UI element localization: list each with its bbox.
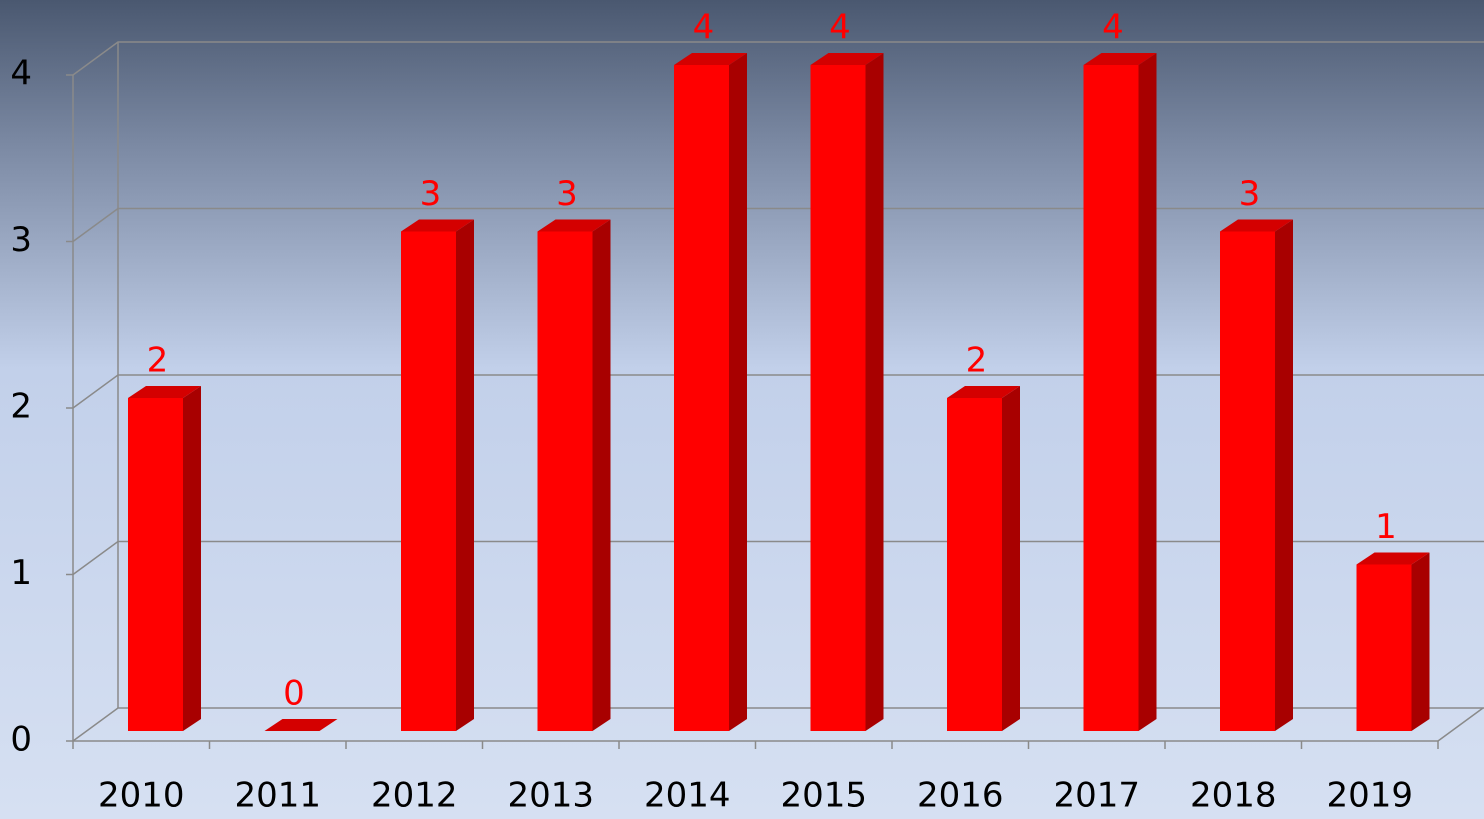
y-tick-label: 1 bbox=[10, 553, 32, 593]
x-tick-label: 2014 bbox=[644, 776, 731, 816]
data-label: 4 bbox=[1102, 8, 1124, 48]
bar-side bbox=[729, 53, 747, 731]
chart: 0 1 2 3 4 2010 2 2011 0 2012 3 2013 3 2014 4 2015 4 2016 2… bbox=[0, 0, 1484, 819]
x-tick-label: 2019 bbox=[1326, 776, 1413, 816]
x-tick-label: 2017 bbox=[1053, 776, 1140, 816]
bar-front bbox=[947, 398, 1002, 731]
data-label: 3 bbox=[556, 174, 578, 214]
x-tick-label: 2018 bbox=[1190, 776, 1277, 816]
x-tick-label: 2013 bbox=[507, 776, 594, 816]
x-tick-label: 2015 bbox=[780, 776, 867, 816]
data-label: 2 bbox=[147, 341, 169, 381]
data-label: 3 bbox=[1239, 174, 1261, 214]
bar-side bbox=[866, 53, 884, 731]
data-label: 2 bbox=[966, 341, 988, 381]
bar bbox=[674, 53, 747, 731]
y-tick-label: 2 bbox=[10, 387, 32, 427]
bar bbox=[1084, 53, 1157, 731]
bar-front bbox=[401, 232, 456, 732]
bar-front bbox=[674, 65, 729, 731]
x-tick-label: 2010 bbox=[98, 776, 185, 816]
bar bbox=[538, 220, 611, 732]
bar-front bbox=[1084, 65, 1139, 731]
x-tick-label: 2016 bbox=[917, 776, 1004, 816]
bar bbox=[128, 386, 201, 731]
bar bbox=[1357, 553, 1430, 732]
bar-side bbox=[1139, 53, 1157, 731]
x-tick-label: 2012 bbox=[371, 776, 458, 816]
data-label: 4 bbox=[829, 8, 851, 48]
bar-front bbox=[538, 232, 593, 732]
y-tick-label: 4 bbox=[10, 54, 32, 94]
bar bbox=[1220, 220, 1293, 732]
bar-front bbox=[1220, 232, 1275, 732]
bar bbox=[401, 220, 474, 732]
bar-side bbox=[456, 220, 474, 732]
data-label: 1 bbox=[1375, 507, 1397, 547]
y-tick-label: 0 bbox=[10, 720, 32, 760]
bar-front bbox=[1357, 565, 1412, 732]
data-label: 0 bbox=[283, 674, 305, 714]
x-tick-label: 2011 bbox=[234, 776, 321, 816]
bar-side bbox=[1275, 220, 1293, 732]
bar-front bbox=[128, 398, 183, 731]
data-label: 4 bbox=[693, 8, 715, 48]
y-tick-label: 3 bbox=[10, 220, 32, 260]
bar-side bbox=[1412, 553, 1430, 732]
bar bbox=[947, 386, 1020, 731]
bar-side bbox=[183, 386, 201, 731]
bar-front bbox=[811, 65, 866, 731]
data-label: 3 bbox=[420, 174, 442, 214]
bar-side bbox=[593, 220, 611, 732]
page: 0 1 2 3 4 2010 2 2011 0 2012 3 2013 3 2014 4 2015 4 2016 2… bbox=[0, 0, 1484, 819]
bar bbox=[811, 53, 884, 731]
bar-side bbox=[1002, 386, 1020, 731]
